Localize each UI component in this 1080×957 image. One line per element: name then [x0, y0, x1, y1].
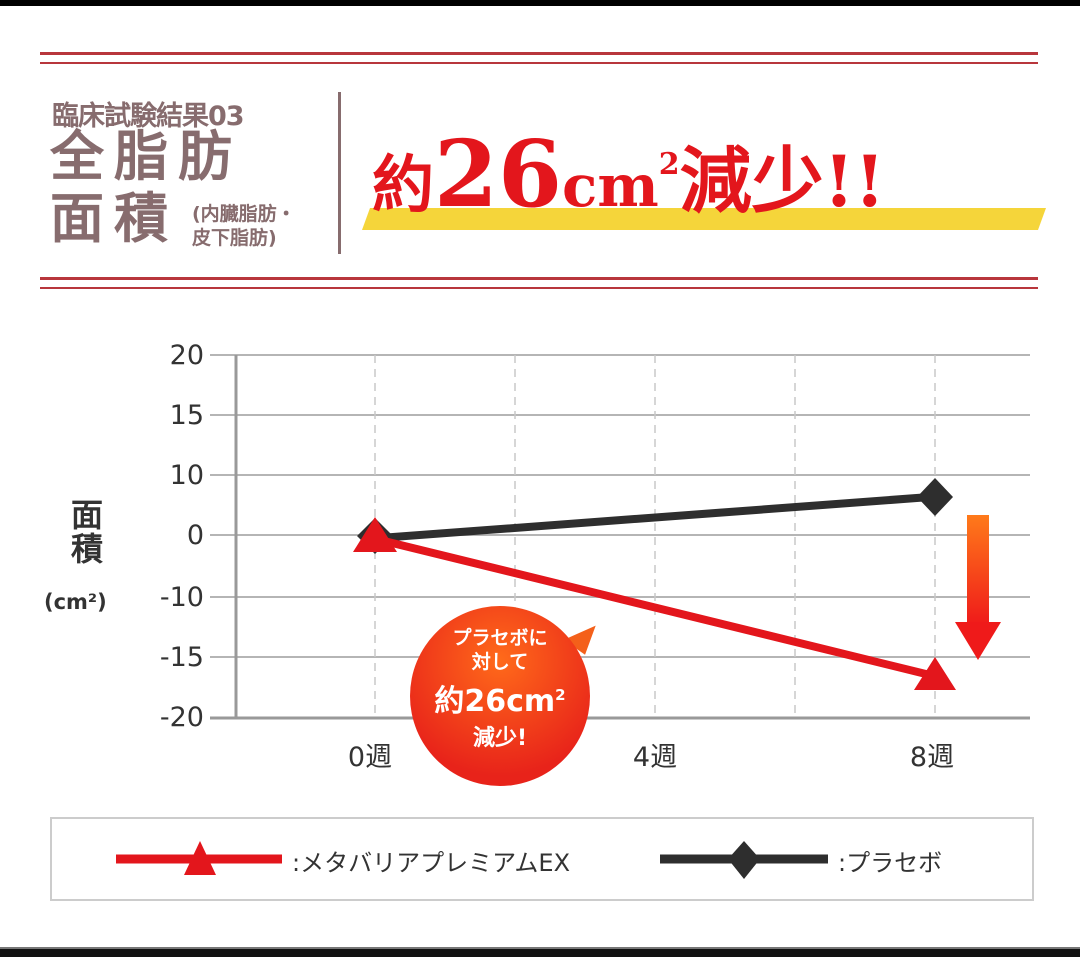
y-axis-unit: (cm²) — [44, 590, 107, 614]
legend: :メタバリアプレミアムEX :プラセボ — [50, 817, 1034, 901]
placebo-line — [379, 493, 931, 542]
xtick-8w: 8週 — [909, 742, 955, 773]
callout-text-top: プラセボに 対して — [410, 626, 590, 674]
bottom-rule-thin — [40, 287, 1038, 289]
ytick-neg10: -10 — [159, 582, 204, 613]
product-marker-0 — [353, 517, 397, 552]
bottom-rule — [40, 277, 1038, 280]
title-note-line2: 皮下脂肪) — [192, 227, 277, 249]
callout-amount: 約26cm — [434, 684, 556, 719]
bottom-border — [0, 947, 1080, 957]
subtitle: 臨床試験結果03 — [52, 101, 245, 132]
y-axis-label-2: 積 — [70, 530, 103, 568]
legend-triangle-icon — [184, 841, 216, 875]
product-marker-8 — [914, 657, 956, 690]
headline-exclaim: !! — [823, 140, 886, 223]
title-line2: 面積 — [50, 187, 178, 250]
ytick-10: 10 — [169, 460, 204, 491]
title-note: (内臓脂肪・ 皮下脂肪) — [192, 202, 296, 250]
callout-sup: 2 — [555, 686, 566, 704]
callout-line3: 約26cm2 — [410, 676, 590, 720]
callout-line4: 減少! — [472, 726, 528, 751]
header-divider — [338, 92, 341, 254]
xtick-0w: 0週 — [347, 742, 393, 773]
header: 臨床試験結果03 全脂肪 面積 (内臓脂肪・ 皮下脂肪) 約26cm2減少!! — [40, 70, 1047, 280]
product-line — [379, 536, 931, 679]
down-arrow-icon — [955, 622, 1001, 660]
ytick-15: 15 — [169, 400, 204, 431]
legend-diamond-icon — [728, 841, 760, 879]
title-note-line1: (内臓脂肪・ — [192, 203, 296, 225]
ytick-0: 0 — [186, 520, 204, 551]
top-rule — [40, 52, 1038, 55]
down-arrow-shaft — [967, 515, 989, 625]
top-rule-thin — [40, 62, 1038, 64]
chart-plot — [210, 354, 1030, 720]
ytick-neg15: -15 — [159, 642, 204, 673]
ytick-20: 20 — [169, 340, 204, 371]
headline-prefix: 約 — [372, 148, 435, 221]
headline-number: 26 — [434, 120, 563, 228]
headline-suffix: 減少 — [679, 138, 824, 223]
y-axis-label-1: 面 — [70, 496, 103, 534]
xtick-4w: 4週 — [632, 742, 678, 773]
v-gridlines — [374, 355, 936, 718]
legend-markers — [116, 841, 828, 879]
legend-product-label: :メタバリアプレミアムEX — [292, 849, 571, 877]
ytick-neg20: -20 — [159, 702, 204, 733]
headline-unit: cm — [562, 152, 659, 220]
h-gridlines — [210, 354, 1030, 658]
headline-superscript: 2 — [658, 147, 680, 182]
title-line1: 全脂肪 — [50, 125, 242, 188]
placebo-marker-8 — [917, 478, 953, 516]
headline: 約26cm2減少!! — [372, 120, 885, 228]
top-border — [0, 0, 1080, 6]
callout-bubble: プラセボに 対して 約26cm2 減少! — [410, 606, 590, 786]
y-axis-label: 面 積 — [62, 498, 112, 566]
line-chart: 20 15 10 0 -10 -15 -20 面 積 (cm²) 0週 4週 8… — [44, 340, 1030, 786]
callout-line1: プラセボに — [452, 627, 548, 649]
callout-line2: 対して — [471, 651, 529, 673]
legend-placebo-label: :プラセボ — [838, 849, 943, 877]
